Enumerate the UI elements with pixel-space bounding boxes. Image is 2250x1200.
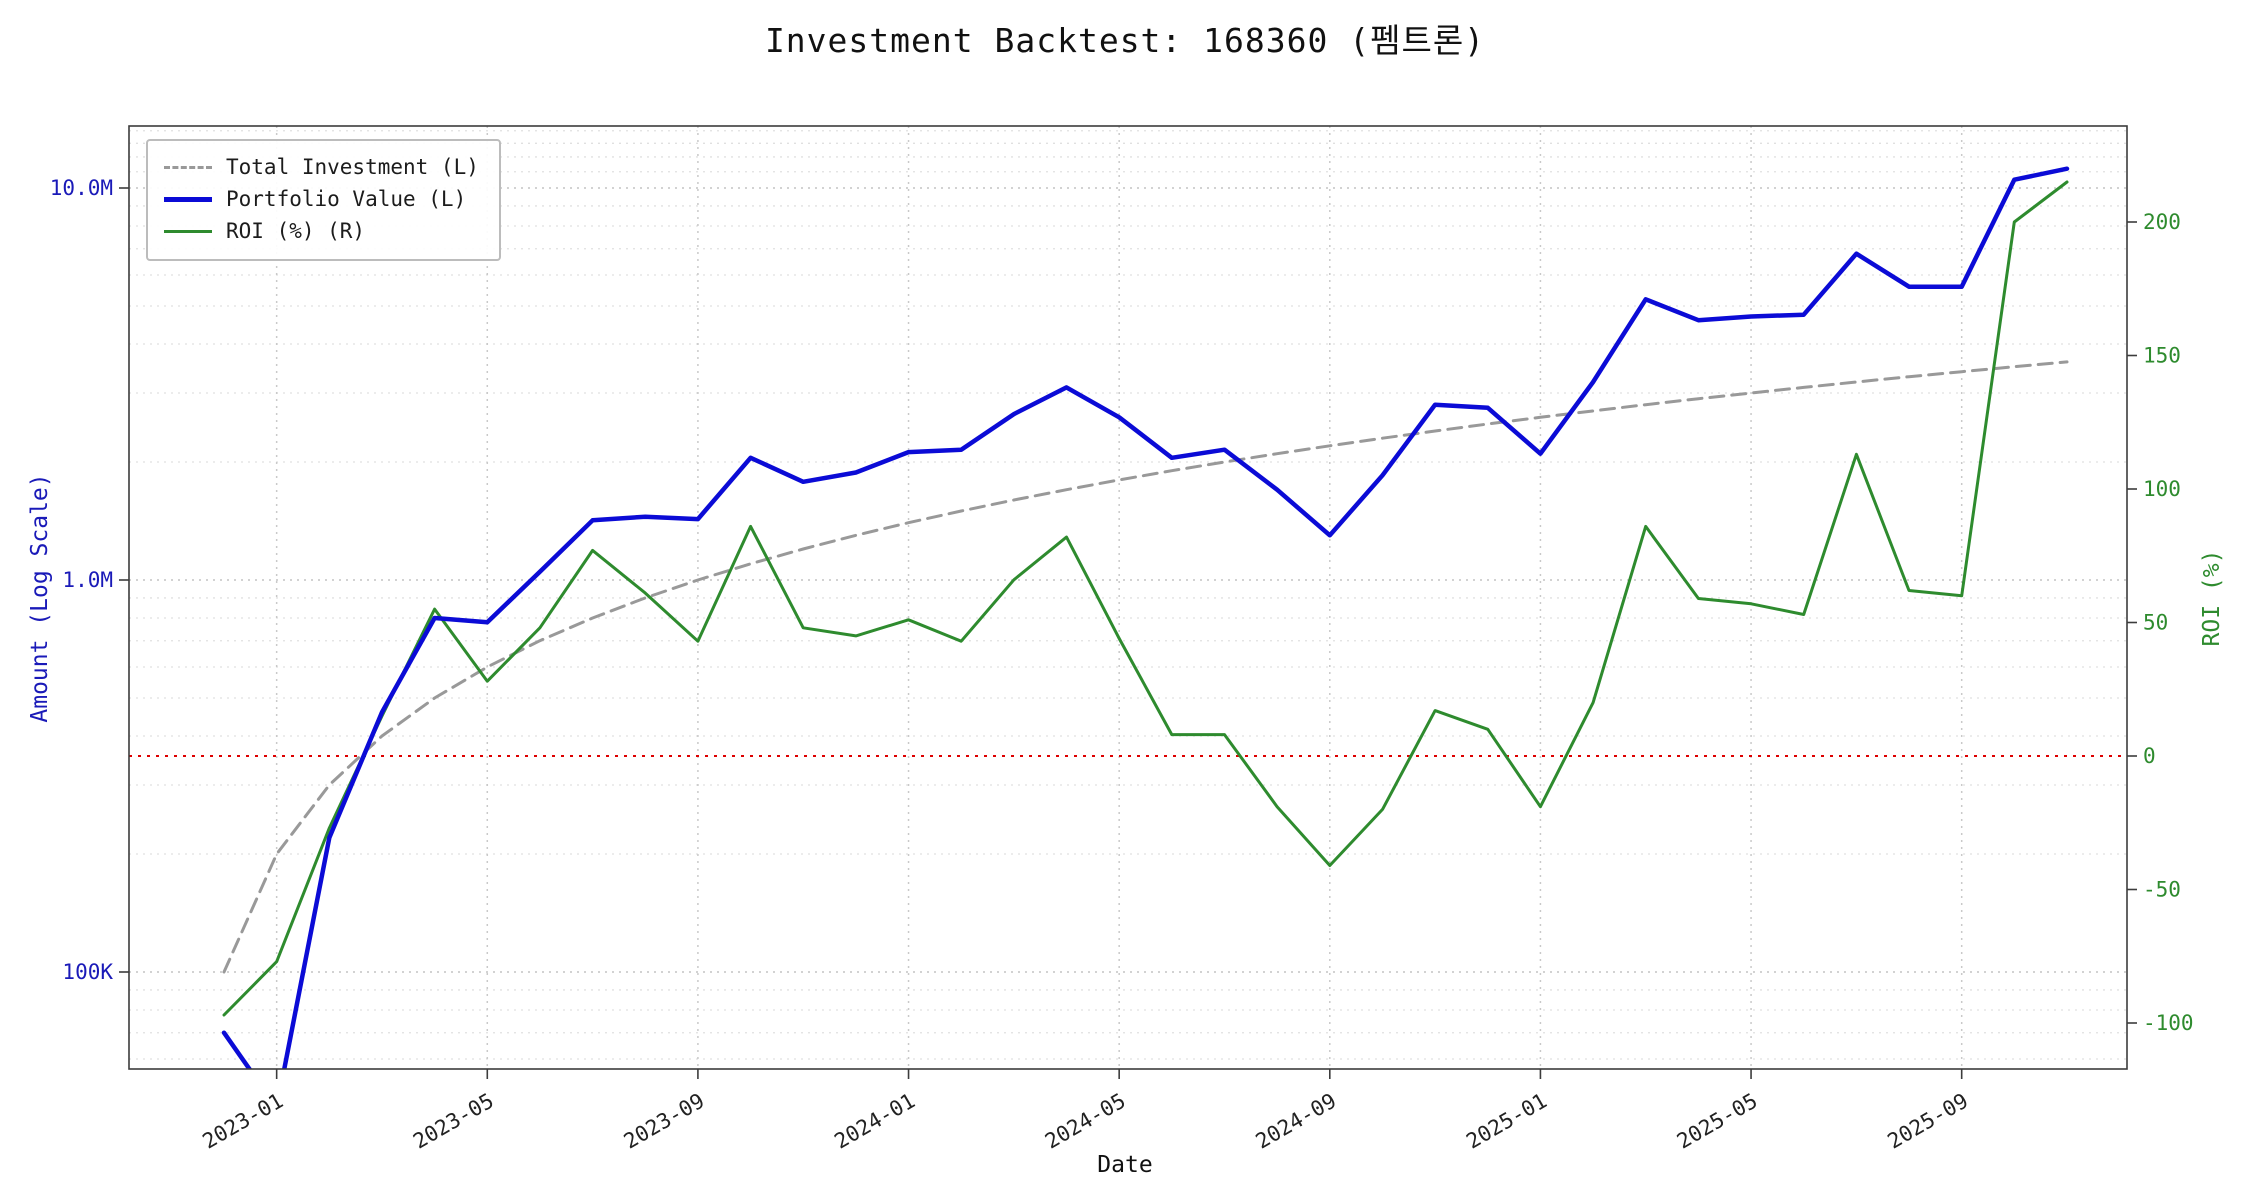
- svg-text:2025-09: 2025-09: [1884, 1089, 1973, 1154]
- svg-text:2024-09: 2024-09: [1252, 1089, 1341, 1154]
- svg-text:10.0M: 10.0M: [50, 176, 113, 200]
- svg-text:2023-05: 2023-05: [409, 1089, 498, 1154]
- solid-line-sample: [164, 196, 212, 202]
- svg-text:100: 100: [2143, 477, 2181, 501]
- chart-title: Investment Backtest: 168360 (펨트론): [764, 21, 1486, 60]
- legend-label: ROI (%) (R): [226, 219, 366, 243]
- svg-text:2024-05: 2024-05: [1041, 1089, 1130, 1154]
- svg-text:150: 150: [2143, 344, 2181, 368]
- svg-text:-100: -100: [2143, 1011, 2194, 1035]
- svg-text:2025-05: 2025-05: [1673, 1089, 1762, 1154]
- dashed-line-sample: [164, 165, 212, 169]
- legend-label: Total Investment (L): [226, 155, 479, 179]
- legend-item-roi: ROI (%) (R): [164, 215, 479, 247]
- solid-line-sample: [164, 229, 212, 233]
- svg-text:1.0M: 1.0M: [62, 568, 113, 592]
- svg-text:50: 50: [2143, 611, 2168, 635]
- svg-text:2025-01: 2025-01: [1462, 1089, 1551, 1154]
- legend-item-total-investment: Total Investment (L): [164, 151, 479, 183]
- legend: Total Investment (L) Portfolio Value (L)…: [146, 139, 501, 261]
- svg-text:2023-01: 2023-01: [199, 1089, 288, 1154]
- svg-text:2024-01: 2024-01: [830, 1089, 919, 1154]
- svg-text:0: 0: [2143, 744, 2156, 768]
- svg-text:200: 200: [2143, 210, 2181, 234]
- svg-text:100K: 100K: [62, 960, 113, 984]
- legend-item-portfolio-value: Portfolio Value (L): [164, 183, 479, 215]
- legend-label: Portfolio Value (L): [226, 187, 467, 211]
- svg-text:-50: -50: [2143, 878, 2181, 902]
- x-axis-label: Date: [1097, 1152, 1153, 1178]
- svg-text:2023-09: 2023-09: [620, 1089, 709, 1154]
